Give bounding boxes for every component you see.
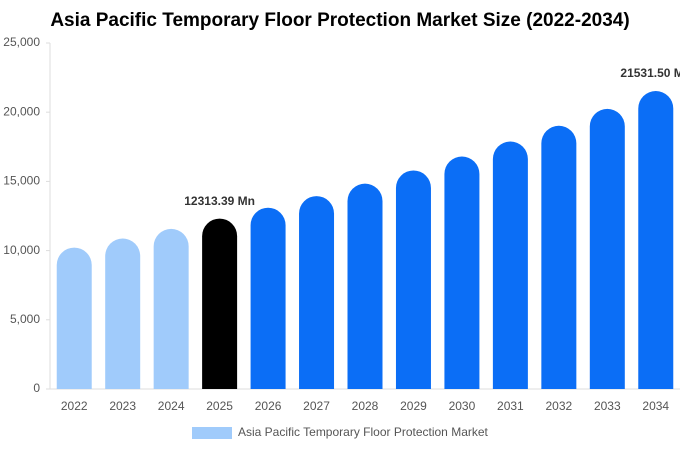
x-tick-label: 2022 <box>61 399 88 413</box>
bar <box>299 196 335 389</box>
bar <box>347 183 383 389</box>
bar <box>589 108 625 389</box>
bar <box>492 141 528 389</box>
data-label: 12313.39 Mn <box>184 194 255 208</box>
x-tick-label: 2023 <box>109 399 136 413</box>
legend-label: Asia Pacific Temporary Floor Protection … <box>238 425 489 439</box>
bar <box>541 125 577 390</box>
bar <box>638 91 674 390</box>
x-tick-label: 2032 <box>545 399 572 413</box>
data-label: 21531.50 Mn <box>620 66 680 80</box>
x-tick-label: 2025 <box>206 399 233 413</box>
y-tick-label: 25,000 <box>3 35 40 49</box>
y-tick-label: 15,000 <box>3 174 40 188</box>
bar <box>395 170 431 389</box>
x-tick-label: 2031 <box>497 399 524 413</box>
x-tick-label: 2034 <box>642 399 669 413</box>
bar <box>444 156 480 389</box>
y-tick-label: 20,000 <box>3 104 40 118</box>
y-tick-label: 0 <box>33 381 40 395</box>
x-tick-label: 2029 <box>400 399 427 413</box>
x-tick-label: 2027 <box>303 399 330 413</box>
legend-swatch <box>192 427 232 439</box>
bar <box>153 228 189 389</box>
y-tick-label: 5,000 <box>10 312 40 326</box>
x-tick-label: 2030 <box>449 399 476 413</box>
bar <box>250 207 286 389</box>
y-tick-label: 10,000 <box>3 243 40 257</box>
bar <box>105 238 141 389</box>
chart-title: Asia Pacific Temporary Floor Protection … <box>50 10 629 31</box>
x-tick-label: 2033 <box>594 399 621 413</box>
x-tick-label: 2024 <box>158 399 185 413</box>
x-tick-label: 2028 <box>352 399 379 413</box>
bar <box>56 247 92 389</box>
bar <box>202 218 238 389</box>
x-tick-label: 2026 <box>255 399 282 413</box>
